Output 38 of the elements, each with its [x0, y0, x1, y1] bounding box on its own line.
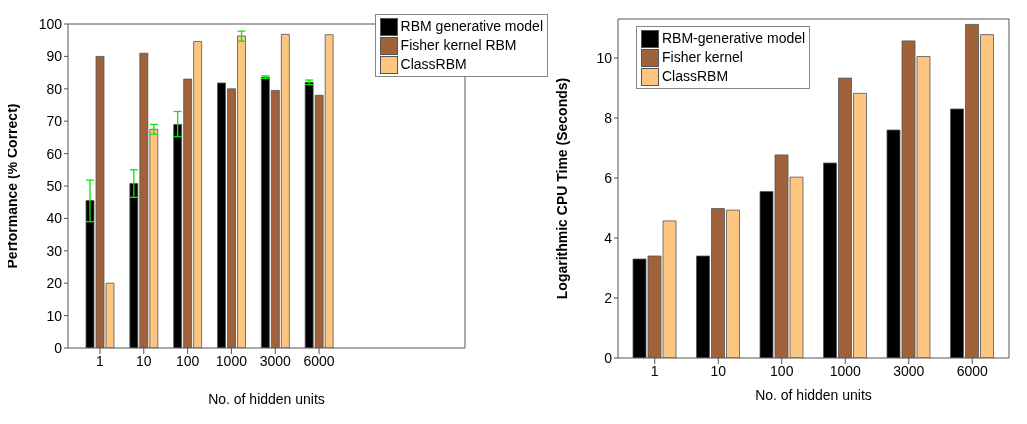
- x-tick-label: 100: [175, 352, 200, 369]
- legend-label: Fisher kernel RBM: [400, 36, 517, 55]
- y-tick-label: 20: [46, 275, 63, 292]
- y-tick-label: 80: [46, 80, 63, 97]
- x-tick-label: 6000: [303, 352, 335, 369]
- y-tick-label: 8: [604, 109, 613, 126]
- y-tick-label: 100: [38, 15, 63, 32]
- x-tick-label: 1000: [215, 352, 248, 369]
- y-tick-label: 60: [46, 145, 63, 162]
- legend-label: ClassRBM: [400, 55, 467, 74]
- legend-label: ClassRBM: [662, 67, 729, 86]
- y-tick-label: 30: [46, 242, 63, 259]
- y-tick-label: 10: [596, 49, 613, 66]
- y-tick-label: 50: [46, 177, 63, 194]
- x-tick-label: 100: [770, 362, 794, 379]
- x-tick-label: 10: [710, 362, 727, 379]
- legend-label: Fisher kernel: [662, 48, 743, 67]
- y-tick-label: 40: [46, 210, 63, 227]
- y-tick-label: 70: [46, 113, 63, 130]
- legend-label: RBM-generative model: [662, 29, 806, 48]
- y-tick-label: 0: [604, 349, 613, 366]
- y-axis-title: Logarithmic CPU Time (Seconds): [553, 77, 570, 300]
- x-tick-label: 6000: [956, 362, 989, 379]
- y-tick-label: 6: [604, 169, 613, 186]
- x-axis-title: No. of hidden units: [208, 390, 325, 407]
- x-tick-label: 10: [135, 352, 152, 369]
- x-tick-label: 1000: [829, 362, 862, 379]
- x-tick-label: 1: [96, 352, 105, 369]
- y-tick-label: 2: [604, 289, 613, 306]
- y-tick-label: 4: [604, 229, 613, 246]
- y-tick-label: 90: [46, 48, 63, 65]
- y-tick-label: 10: [46, 307, 63, 324]
- y-tick-label: 0: [54, 339, 63, 356]
- x-tick-label: 3000: [259, 352, 292, 369]
- x-tick-label: 1: [650, 362, 659, 379]
- x-tick-label: 3000: [893, 362, 925, 379]
- legend-label: RBM generative model: [400, 17, 543, 36]
- x-axis-title: No. of hidden units: [755, 386, 872, 403]
